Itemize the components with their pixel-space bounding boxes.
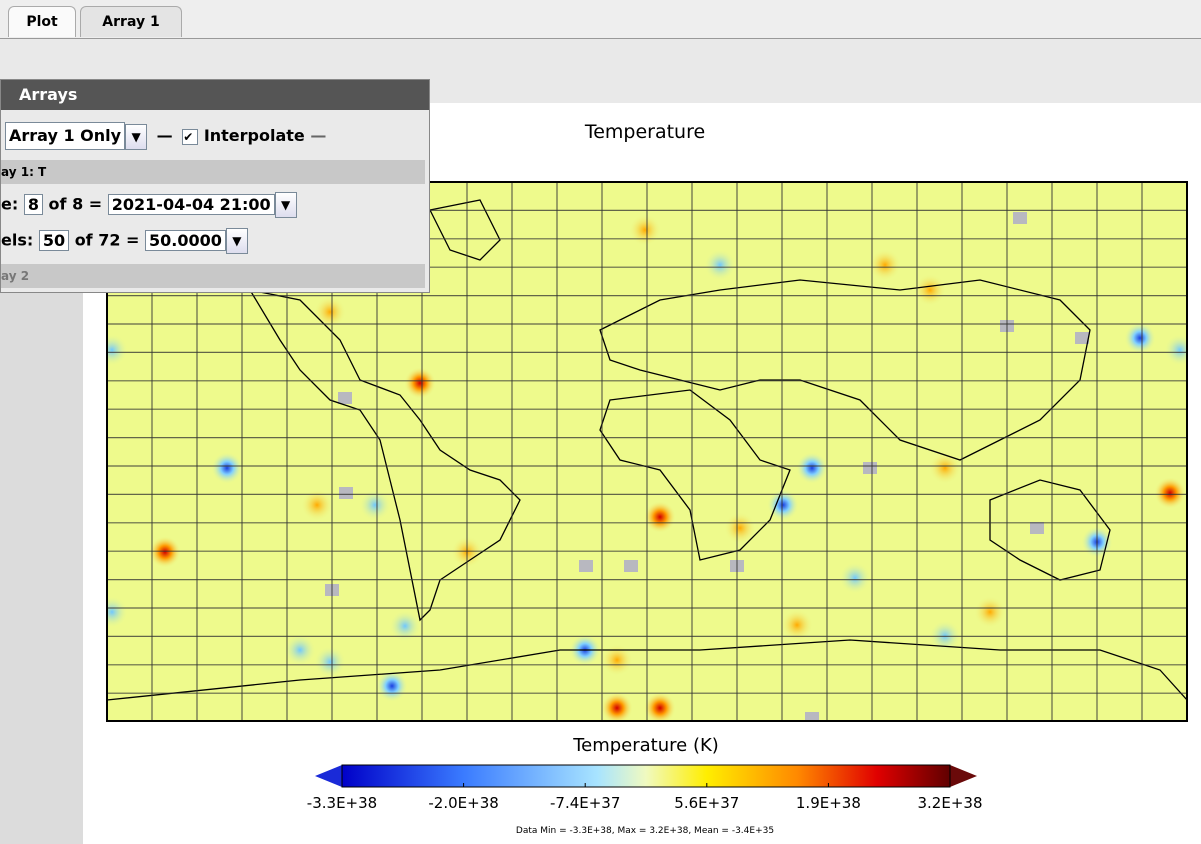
anomaly bbox=[929, 452, 961, 484]
anomaly bbox=[404, 367, 436, 399]
anomaly bbox=[314, 296, 346, 328]
missing-cell bbox=[624, 560, 638, 572]
section-header: ay 1: T bbox=[1, 160, 425, 184]
anomaly bbox=[359, 489, 391, 521]
colorbar-arrow bbox=[315, 765, 342, 787]
panel-title: Arrays bbox=[1, 80, 429, 110]
anomaly bbox=[376, 670, 408, 702]
row-label: els: bbox=[1, 230, 34, 250]
missing-cell bbox=[1013, 212, 1027, 224]
anomaly bbox=[601, 644, 633, 676]
checkbox[interactable]: ✔ bbox=[182, 129, 199, 145]
checkbox-label: Interpolate bbox=[203, 126, 305, 145]
anomaly bbox=[869, 249, 901, 281]
anomaly bbox=[839, 562, 871, 594]
value-dropdown[interactable]: 50.0000 bbox=[145, 229, 226, 251]
anomaly bbox=[781, 609, 813, 641]
arrays-panel: Arrays Array 1 Only ▼ — ✔ Interpolate — a… bbox=[0, 79, 430, 293]
dropdown-arrow[interactable]: ▼ bbox=[274, 192, 297, 218]
anomalies bbox=[107, 212, 1187, 721]
missing-cell bbox=[1075, 332, 1089, 344]
anomaly bbox=[974, 596, 1006, 628]
missing-cell bbox=[1030, 522, 1044, 534]
spinner[interactable]: 8 bbox=[23, 193, 43, 215]
anomaly bbox=[314, 646, 346, 678]
anomaly bbox=[1124, 322, 1156, 354]
dropdown-arrow[interactable]: ▼ bbox=[225, 228, 248, 254]
colorbar-label: -3.3E+38 bbox=[307, 794, 377, 812]
tab[interactable]: Plot bbox=[8, 6, 76, 37]
colorbar-label: -2.0E+38 bbox=[428, 794, 498, 812]
anomaly bbox=[629, 214, 661, 246]
anomaly bbox=[767, 489, 799, 521]
anomaly bbox=[796, 452, 828, 484]
anomaly bbox=[389, 610, 421, 642]
anomaly bbox=[724, 512, 756, 544]
map-frame bbox=[106, 181, 1188, 722]
colorbar-label: 3.2E+38 bbox=[918, 794, 983, 812]
row-label: e: bbox=[1, 194, 19, 214]
anomaly bbox=[107, 596, 128, 628]
tab-bar: Plot Array 1 bbox=[0, 0, 1201, 39]
anomaly bbox=[1154, 477, 1186, 509]
tab[interactable]: Array 1 bbox=[80, 6, 182, 37]
spinner[interactable]: 50 bbox=[38, 229, 70, 251]
value-dropdown[interactable]: 2021-04-04 21:00 bbox=[107, 193, 275, 215]
mode-row: Array 1 Only ▼ — ✔ Interpolate — bbox=[5, 122, 326, 150]
missing-cell bbox=[805, 712, 819, 721]
missing-cell bbox=[339, 487, 353, 499]
colorbar-label: -7.4E+37 bbox=[550, 794, 620, 812]
dropdown-arrow[interactable]: ▼ bbox=[125, 123, 148, 150]
plot-title: Temperature bbox=[584, 121, 705, 143]
anomaly bbox=[301, 489, 333, 521]
anomaly bbox=[914, 274, 946, 306]
missing-cell bbox=[863, 462, 877, 474]
colorbar-label: 5.6E+37 bbox=[674, 794, 739, 812]
anomaly bbox=[601, 692, 633, 721]
anomaly bbox=[644, 692, 676, 721]
anomaly bbox=[704, 249, 736, 281]
anomaly bbox=[644, 501, 676, 533]
anomaly bbox=[149, 536, 181, 568]
row-text: of 72 = bbox=[74, 230, 140, 250]
stats-footer: Data Min = -3.3E+38, Max = 3.2E+38, Mean… bbox=[516, 826, 774, 836]
missing-cell bbox=[338, 392, 352, 404]
colorbar bbox=[341, 764, 951, 788]
time-row: e: 8 of 8 = 2021-04-04 21:00 ▼ bbox=[1, 192, 297, 218]
missing-cell bbox=[579, 560, 593, 572]
anomaly bbox=[211, 452, 243, 484]
anomaly bbox=[107, 334, 128, 366]
anomaly bbox=[284, 634, 316, 666]
mode-dropdown[interactable]: Array 1 Only bbox=[5, 122, 126, 150]
row-text: of 8 = bbox=[48, 194, 103, 214]
colorbar-arrow bbox=[950, 765, 977, 787]
colorbar-title: Temperature (K) bbox=[572, 735, 719, 756]
grid bbox=[107, 182, 1187, 721]
anomaly bbox=[1164, 334, 1187, 366]
colorbar-labels: -3.3E+38 -2.0E+38 -7.4E+37 5.6E+37 1.9E+38 3.… bbox=[307, 783, 983, 812]
colorbar-label: 1.9E+38 bbox=[796, 794, 861, 812]
levels-row: els: 50 of 72 = 50.0000 ▼ bbox=[1, 228, 248, 254]
section-header: ay 2 bbox=[1, 264, 425, 288]
